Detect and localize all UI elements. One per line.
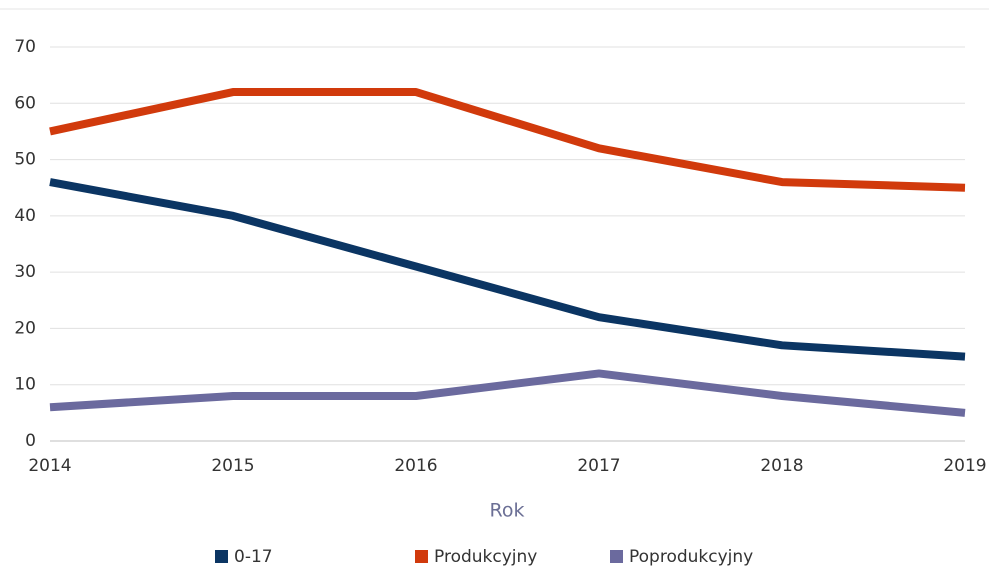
series-line [49,178,966,361]
x-axis-label: Rok [490,500,525,522]
x-tick-label: 2018 [760,456,803,476]
series-line [49,88,966,192]
legend-swatch [415,550,428,563]
x-tick-label: 2014 [28,456,71,476]
y-tick-label: 60 [14,93,36,113]
y-tick-label: 20 [14,318,36,338]
legend-swatch [215,550,228,563]
y-tick-label: 70 [14,37,36,57]
y-tick-label: 40 [14,206,36,226]
y-tick-label: 0 [25,431,36,451]
x-tick-label: 2015 [211,456,254,476]
y-tick-label: 50 [14,150,36,170]
x-tick-label: 2019 [943,456,986,476]
x-tick-label: 2016 [394,456,437,476]
legend-label: Produkcyjny [434,547,537,567]
y-tick-label: 10 [14,375,36,395]
x-tick-label: 2017 [577,456,620,476]
series-line [49,369,966,417]
legend-label: Poprodukcyjny [629,547,753,567]
y-tick-label: 30 [14,262,36,282]
legend-swatch [610,550,623,563]
legend-label: 0-17 [234,547,273,567]
